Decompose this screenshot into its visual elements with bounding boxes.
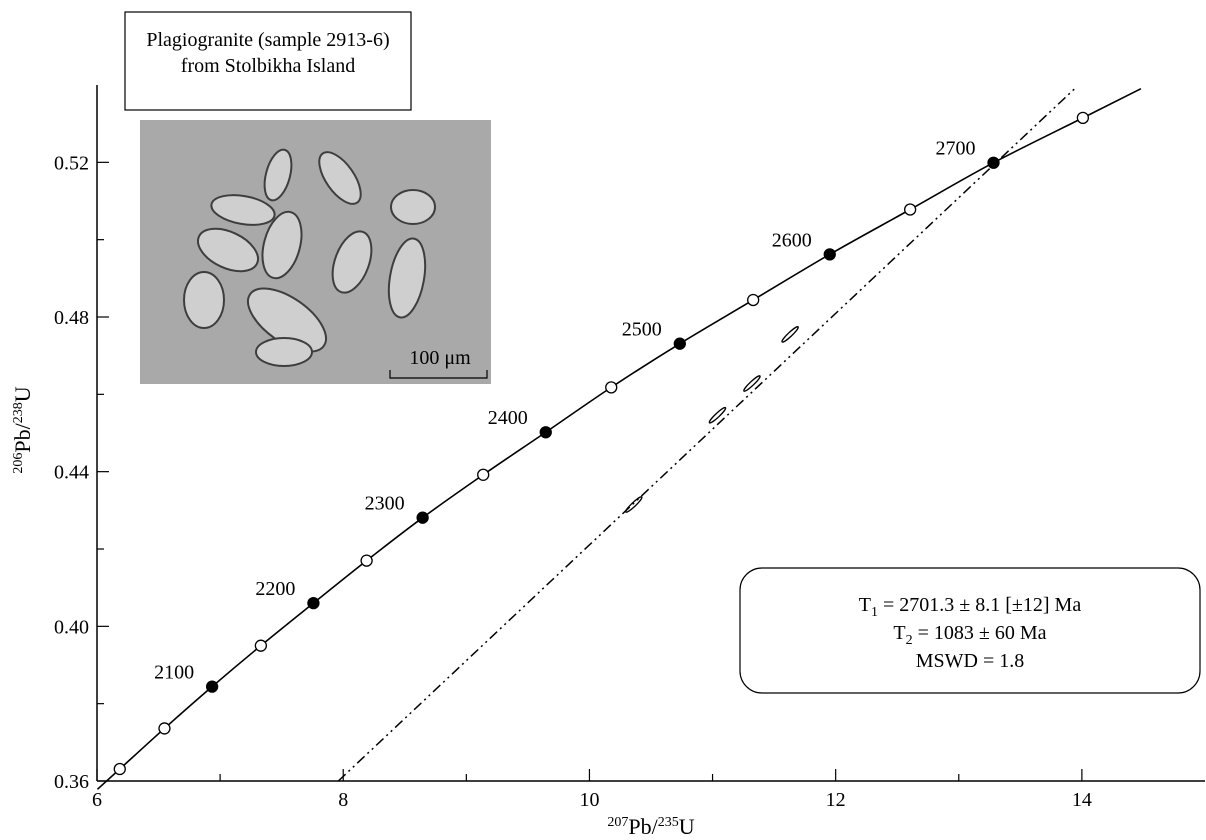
y-tick-label: 0.52 bbox=[54, 152, 89, 174]
result-symbol: T bbox=[859, 594, 871, 616]
concordia-point bbox=[824, 249, 835, 260]
concordia-point bbox=[478, 469, 489, 480]
y-tick-label: 0.36 bbox=[54, 771, 89, 793]
x-tick-label: 14 bbox=[1072, 789, 1092, 811]
concordia-point bbox=[417, 512, 428, 523]
concordia-point bbox=[207, 681, 218, 692]
x-axis-label-part: 235 bbox=[658, 815, 679, 830]
result-subscript: 1 bbox=[871, 605, 878, 620]
concordia-point bbox=[748, 294, 759, 305]
x-tick-label: 8 bbox=[338, 789, 348, 811]
chart-title: from Stolbikha Island bbox=[181, 55, 355, 77]
result-symbol: T bbox=[893, 622, 905, 644]
concordia-point bbox=[606, 382, 617, 393]
photo bbox=[140, 120, 491, 384]
chart-title: Plagiogranite (sample 2913-6) bbox=[146, 29, 389, 51]
x-axis-label-part: Pb/ bbox=[628, 814, 658, 839]
age-label: 2200 bbox=[255, 578, 295, 600]
analysis-ellipse bbox=[624, 496, 643, 514]
y-tick-label: 0.44 bbox=[54, 462, 89, 484]
concordia-point bbox=[114, 764, 125, 775]
concordia-point bbox=[255, 640, 266, 651]
result-line: MSWD = 1.8 bbox=[916, 650, 1025, 672]
concordia-point bbox=[1077, 112, 1088, 123]
scale-bar-label: 100 μm bbox=[409, 347, 471, 369]
y-axis-label-part: 238 bbox=[11, 402, 26, 423]
x-axis-label-part: U bbox=[679, 814, 695, 839]
x-tick-label: 12 bbox=[826, 789, 846, 811]
y-axis-label-part: 206 bbox=[11, 453, 26, 474]
y-tick-label: 0.48 bbox=[54, 307, 89, 329]
age-label: 2300 bbox=[365, 493, 405, 515]
concordia-point bbox=[674, 338, 685, 349]
y-axis-label-part: U bbox=[10, 386, 35, 402]
x-tick-label: 6 bbox=[92, 789, 102, 811]
analysis-ellipse bbox=[781, 325, 800, 343]
x-axis-label-part: 207 bbox=[607, 815, 628, 830]
chart: Plagiogranite (sample 2913-6) from Stolb… bbox=[0, 0, 1206, 840]
concordia-point bbox=[988, 157, 999, 168]
concordia-point bbox=[905, 204, 916, 215]
y-tick-label: 0.40 bbox=[54, 616, 89, 638]
concordia-point bbox=[159, 723, 170, 734]
age-label: 2100 bbox=[154, 662, 194, 684]
analysis-ellipse bbox=[743, 375, 762, 393]
age-label: 2400 bbox=[488, 407, 528, 429]
x-axis-label: 207Pb/235U bbox=[607, 814, 694, 839]
concordia-point bbox=[308, 598, 319, 609]
age-label: 2600 bbox=[772, 229, 812, 251]
result-text: MSWD = 1.8 bbox=[916, 650, 1025, 672]
x-tick-label: 10 bbox=[579, 789, 599, 811]
analysis-ellipse bbox=[708, 406, 727, 424]
result-subscript: 2 bbox=[906, 633, 913, 648]
result-text: = 1083 ± 60 Ma bbox=[918, 622, 1047, 644]
age-label: 2500 bbox=[622, 319, 662, 341]
age-label: 2700 bbox=[935, 138, 975, 160]
y-axis-label-part: Pb/ bbox=[10, 422, 35, 452]
concordia-point bbox=[361, 555, 372, 566]
result-text: = 2701.3 ± 8.1 [±12] Ma bbox=[883, 594, 1081, 616]
y-axis-label: 206Pb/238U bbox=[10, 386, 35, 473]
concordia-point bbox=[540, 427, 551, 438]
